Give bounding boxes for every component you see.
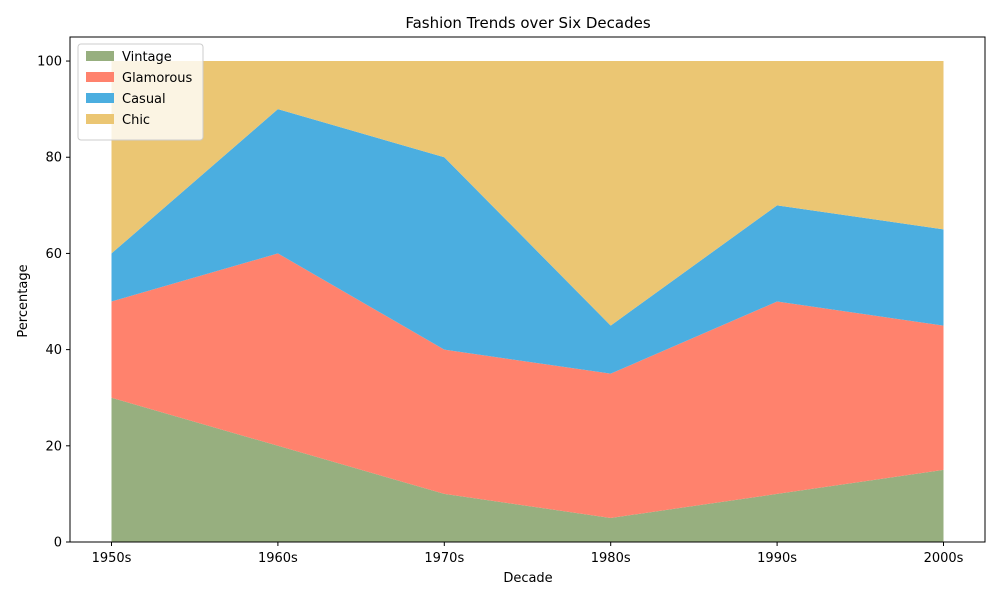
legend-label-glamorous: Glamorous	[122, 71, 193, 86]
chart-title: Fashion Trends over Six Decades	[405, 14, 651, 32]
legend-swatch-casual	[86, 93, 114, 103]
y-tick-label: 20	[45, 439, 62, 454]
x-tick-label: 1990s	[757, 551, 797, 566]
x-tick-label: 1960s	[258, 551, 298, 566]
axes-group: 0 20 40 60 80 100 1950s 1960s 1970s 1980s 1990s 200…	[37, 36, 986, 566]
x-tick-label: 2000s	[924, 551, 964, 566]
x-tick-label: 1970s	[424, 551, 464, 566]
y-tick-label: 60	[45, 247, 62, 262]
legend-label-casual: Casual	[122, 92, 166, 107]
area-casual	[111, 109, 944, 374]
y-tick-label: 100	[37, 55, 62, 70]
legend: Vintage Glamorous Casual Chic	[77, 43, 204, 141]
legend-label-vintage: Vintage	[122, 50, 172, 65]
x-tick-label: 1950s	[92, 551, 132, 566]
y-tick-label: 40	[45, 343, 62, 358]
y-tick-label: 80	[45, 151, 62, 166]
y-tick-label: 0	[54, 536, 62, 551]
areas-group	[111, 61, 944, 542]
plot-frame	[69, 36, 986, 543]
x-axis-label: Decade	[503, 571, 552, 586]
legend-swatch-vintage	[86, 51, 114, 61]
y-axis-label: Percentage	[16, 264, 31, 337]
legend-label-chic: Chic	[122, 113, 150, 128]
x-tick-label: 1980s	[591, 551, 631, 566]
area-vintage	[111, 397, 944, 542]
area-glamorous	[111, 253, 944, 518]
legend-swatch-glamorous	[86, 72, 114, 82]
legend-swatch-chic	[86, 114, 114, 124]
area-chic	[111, 61, 944, 326]
